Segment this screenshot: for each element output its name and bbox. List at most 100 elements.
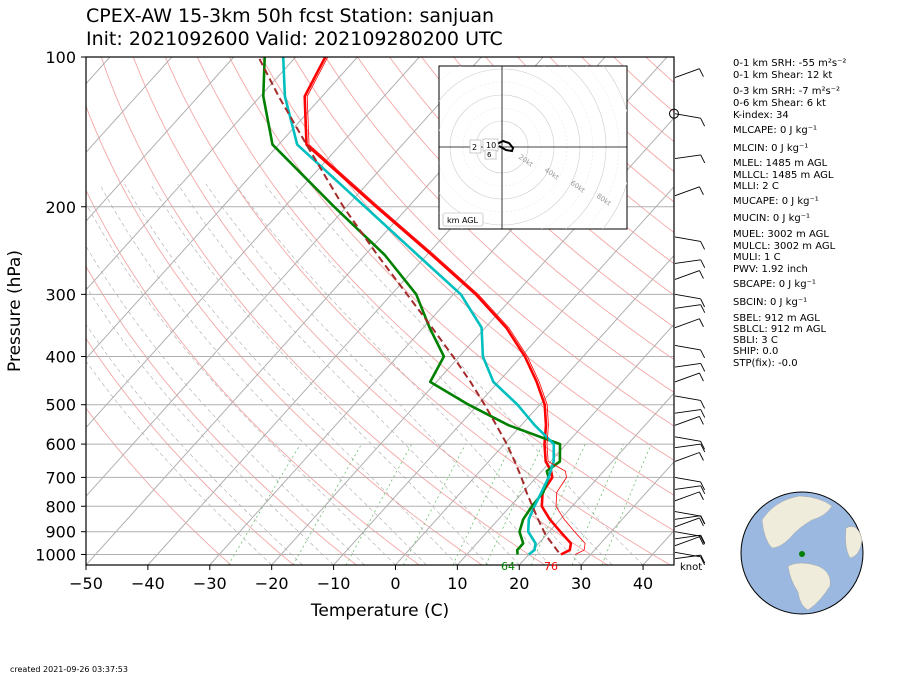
index-row: PWV: 1.92 inch	[733, 264, 808, 275]
wind-barb-flag	[700, 400, 706, 409]
y-tick-label: 400	[45, 348, 76, 367]
isotherm	[580, 461, 674, 565]
index-label: 0-3 km SRH:	[733, 86, 796, 97]
y-tick-label: 1000	[35, 545, 76, 564]
index-row: 0-1 km SRH: -55 m²s⁻²	[733, 58, 846, 69]
index-label: SBLI:	[733, 335, 759, 346]
index-value: 1485 m AGL	[771, 170, 834, 181]
dry-adiabat	[196, 57, 674, 532]
wind-barb	[674, 436, 701, 442]
wind-barb	[674, 113, 701, 119]
wind-barb	[674, 395, 701, 401]
wind-barb-flag	[700, 117, 706, 127]
index-row: 0-6 km Shear: 6 kt	[733, 98, 826, 109]
x-tick-label: 10	[447, 574, 467, 593]
wind-unit-label: knot	[680, 562, 702, 573]
globe-land-africa	[845, 526, 863, 559]
plot-frame	[85, 56, 675, 566]
dry-adiabat	[100, 57, 546, 565]
wind-barb	[674, 534, 701, 540]
index-label: SBLCL:	[733, 324, 768, 335]
isotherm	[456, 323, 674, 565]
hodograph-frame	[438, 65, 628, 230]
wind-barb-flag	[700, 441, 706, 450]
index-row: SBCAPE: 0 J kg⁻¹	[733, 279, 816, 290]
parcel-line	[257, 57, 560, 553]
wind-barb	[674, 536, 700, 547]
wind-barb-flag	[699, 452, 704, 461]
x-tick-label: 40	[633, 574, 653, 593]
index-row: MULCL: 3002 m AGL	[733, 241, 835, 252]
index-row: SBLCL: 912 m AGL	[733, 324, 826, 335]
moist-adiabat	[86, 285, 334, 565]
surface-temperature-label: 76	[544, 560, 558, 573]
hodo-height-label-2: 2	[472, 143, 477, 152]
hodo-label-box-6	[484, 149, 497, 160]
index-label: SBCAPE:	[733, 279, 776, 290]
y-tick-label: 100	[45, 48, 76, 67]
moist-adiabat	[150, 183, 489, 565]
wind-barb-flag	[700, 349, 706, 359]
moist-adiabat	[124, 183, 458, 565]
wind-barb-flag	[700, 536, 706, 545]
index-value: 0 J kg⁻¹	[771, 143, 809, 154]
moist-adiabat	[234, 183, 582, 565]
dry-adiabat	[86, 407, 232, 565]
index-label: MLCIN:	[733, 143, 768, 154]
y-tick-label: 300	[45, 285, 76, 304]
hodo-height-label-6: 6	[487, 151, 492, 159]
hodo-legend-box	[442, 212, 484, 227]
index-row: 0-3 km SRH: -7 m²s⁻²	[733, 86, 840, 97]
mixing-ratio-line	[228, 443, 301, 565]
mixing-ratio-line	[601, 443, 652, 565]
hodograph-inset: 20kt 40kt 60kt 80kt 2 10 6 km AGL	[438, 65, 628, 230]
wind-barb	[674, 270, 700, 280]
y-tick-label: 700	[45, 468, 76, 487]
wind-barb	[674, 515, 701, 520]
wind-barb-flag	[700, 443, 706, 453]
index-label: MLLI:	[733, 181, 760, 192]
isotherm	[86, 57, 420, 429]
wind-barb-flag	[700, 554, 706, 564]
wind-barb	[674, 318, 700, 329]
mixing-ratio-line	[485, 443, 544, 565]
index-label: 0-1 km SRH:	[733, 58, 796, 69]
wind-barb	[674, 362, 701, 368]
wind-barb-flag	[700, 515, 706, 524]
wind-barb-flag	[699, 68, 704, 77]
dry-adiabat	[453, 57, 674, 265]
wind-barb-flag	[700, 485, 706, 494]
index-value: -7 m²s⁻²	[798, 86, 841, 97]
index-row: SBCIN: 0 J kg⁻¹	[733, 297, 807, 308]
index-label: SHIP:	[733, 346, 760, 357]
index-value: 3002 m AGL	[773, 241, 836, 252]
background-lines	[86, 57, 674, 565]
index-row: MLEL: 1485 m AGL	[733, 158, 827, 169]
dry-adiabat	[86, 104, 483, 565]
index-value: 0 J kg⁻¹	[770, 297, 808, 308]
index-label: MLLCL:	[733, 170, 769, 181]
wind-barb	[674, 68, 700, 79]
moist-adiabat	[177, 183, 520, 565]
index-row: SBEL: 912 m AGL	[733, 313, 820, 324]
wind-barb	[674, 154, 701, 159]
wind-barb	[674, 236, 701, 242]
index-value: 0 J kg⁻¹	[778, 279, 816, 290]
index-label: K-index:	[733, 110, 773, 121]
index-value: 12 kt	[806, 70, 833, 81]
globe-land-north-america	[761, 495, 833, 549]
index-value: 0.0	[762, 346, 779, 357]
wind-barb-flag	[700, 298, 706, 308]
isotherm	[86, 57, 482, 497]
index-label: SBCIN:	[733, 297, 767, 308]
x-tick-label: −30	[193, 574, 227, 593]
index-value: 34	[776, 110, 789, 121]
dry-adiabat	[421, 57, 674, 296]
wind-barbs	[669, 68, 706, 566]
moist-adiabat	[86, 360, 272, 565]
x-tick-label: 30	[571, 574, 591, 593]
wind-barb	[674, 485, 701, 490]
index-value: -0.0	[778, 358, 798, 369]
index-value: 3002 m AGL	[767, 229, 829, 240]
index-value: 912 m AGL	[770, 324, 827, 335]
